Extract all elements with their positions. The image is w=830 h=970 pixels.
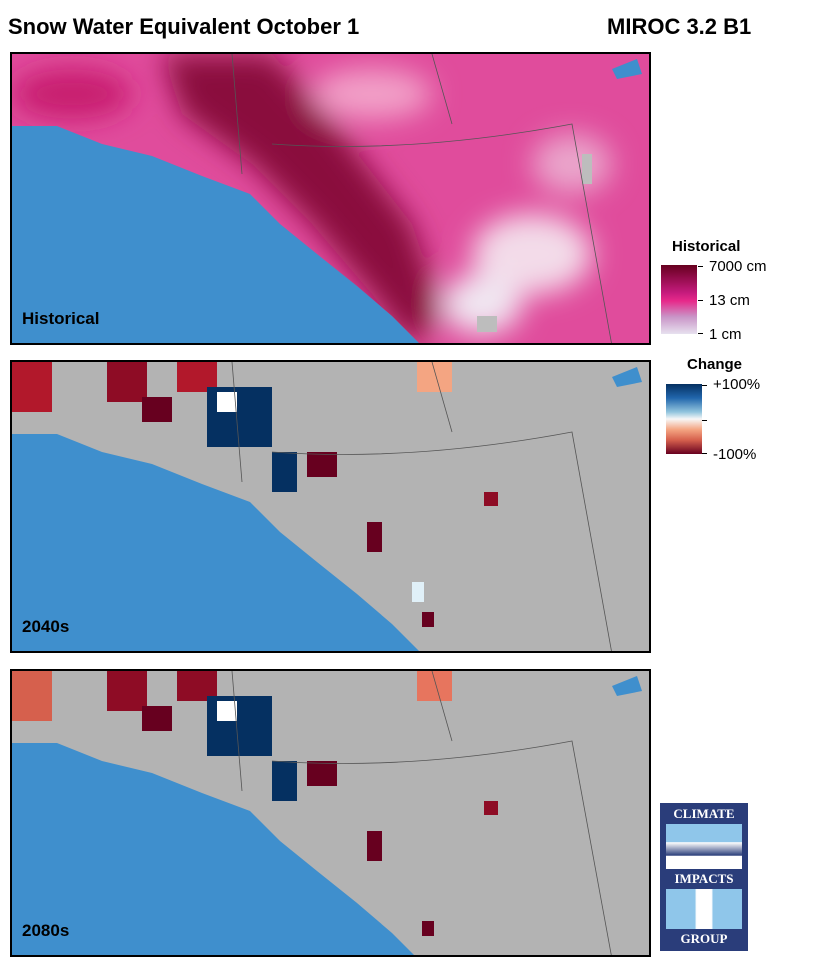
legend-tick: 1 cm: [709, 326, 742, 343]
legend-colorbar: [666, 384, 702, 454]
legend-title: Historical: [672, 238, 741, 255]
panel-label: 2040s: [22, 617, 70, 636]
map-title: Snow Water Equivalent October 1: [8, 14, 360, 39]
map-panel-historical: Historical: [10, 52, 651, 345]
legend-tick: 7000 cm: [709, 258, 767, 275]
legend-tick: -100%: [713, 446, 757, 463]
legend-colorbar: [661, 265, 697, 334]
legend-tick: +100%: [713, 376, 761, 393]
logo-text: CLIMATE: [673, 806, 735, 821]
legend-title: Change: [687, 356, 743, 373]
map-panel-2080s: 2080s: [10, 669, 651, 957]
logo-text: GROUP: [680, 931, 728, 946]
climate-impacts-group-logo: CLIMATE IMPACTS GROUP: [660, 803, 748, 951]
panel-label: 2080s: [22, 921, 70, 940]
logo-text: IMPACTS: [674, 871, 734, 886]
panel-label: Historical: [22, 309, 100, 328]
model-name: MIROC 3.2 B1: [607, 14, 752, 39]
map-panel-2040s: 2040s: [10, 360, 651, 653]
legend-tick: 13 cm: [709, 292, 750, 309]
